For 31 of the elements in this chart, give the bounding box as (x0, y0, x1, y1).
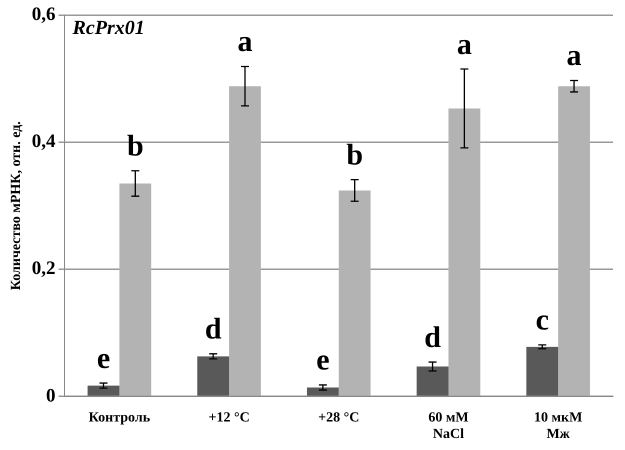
x-tick-label: +28 °C (318, 410, 360, 426)
x-tick-label: 10 мкМ Мж (534, 410, 582, 442)
y-axis-title: Количество мРНК, отн. ед. (9, 121, 24, 290)
y-tick-label: 0,6 (32, 4, 56, 25)
bar (197, 356, 230, 396)
bar (526, 346, 558, 396)
x-tick-label: Контроль (88, 410, 151, 426)
annotation: e (96, 342, 110, 375)
chart-title: RcPrx01 (72, 17, 145, 40)
bar (416, 366, 448, 396)
annotation: d (204, 312, 222, 346)
y-tick-label: 0,4 (32, 131, 56, 152)
bar (338, 190, 371, 396)
bar (448, 108, 480, 396)
annotation: a (456, 28, 472, 61)
annotation: a (566, 39, 582, 72)
annotation: a (237, 25, 252, 58)
bar (558, 86, 590, 396)
annotation: d (424, 320, 442, 354)
annotation: b (126, 129, 144, 162)
x-tick-label: +12 °C (208, 410, 250, 426)
bar (119, 183, 152, 396)
y-tick-label: 0 (46, 385, 56, 406)
annotation: e (316, 344, 330, 377)
bar (306, 388, 339, 396)
bar (229, 86, 261, 396)
annotation: c (536, 304, 549, 337)
bar (88, 386, 120, 396)
annotation: b (346, 138, 364, 172)
y-tick-label: 0,2 (32, 258, 56, 280)
x-tick-label: 60 мМ NaCl (428, 410, 469, 442)
